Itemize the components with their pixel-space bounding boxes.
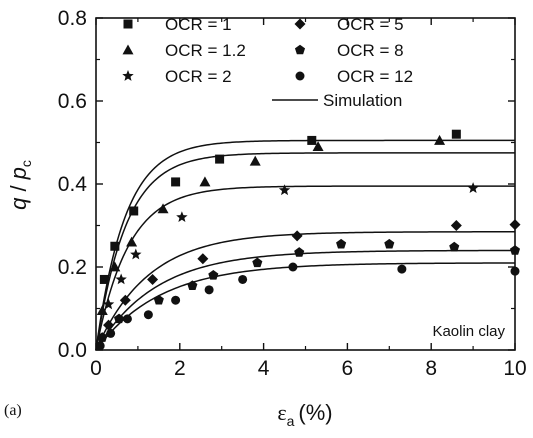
point-ocr-5: [291, 230, 303, 242]
point-ocr-12: [143, 310, 153, 320]
point-ocr-12: [122, 314, 132, 324]
panel-label: (a): [4, 402, 22, 419]
point-ocr-12: [397, 264, 407, 274]
x-axis-label: εa (%): [277, 400, 332, 429]
point-ocr-2: [102, 298, 115, 310]
legend-marker-ocr-2: [122, 70, 134, 81]
point-ocr-12: [95, 341, 105, 351]
x-tick-label: 6: [342, 357, 354, 380]
x-tick-label: 2: [174, 357, 186, 380]
axes: [95, 17, 516, 351]
simulation-curve: [95, 152, 515, 351]
point-ocr-12: [288, 262, 298, 272]
simulation-curve: [95, 262, 516, 351]
point-ocr-1-2: [249, 155, 261, 166]
point-ocr-5: [103, 319, 115, 331]
point-ocr-8: [252, 257, 263, 268]
point-ocr-1-2: [434, 134, 446, 145]
point-ocr-12: [238, 274, 248, 284]
data-points: [95, 129, 521, 351]
point-ocr-1: [451, 129, 461, 139]
point-ocr-2: [115, 273, 127, 285]
simulation-curves: [95, 139, 516, 351]
y-tick-label: 0.0: [58, 339, 87, 362]
point-ocr-1-2: [157, 203, 169, 214]
point-ocr-1: [129, 206, 139, 216]
point-ocr-8: [97, 332, 108, 342]
point-ocr-1-2: [109, 261, 121, 272]
point-ocr-12: [171, 295, 181, 305]
point-ocr-5: [147, 273, 159, 285]
legend-marker-ocr-8: [294, 44, 306, 55]
legend: OCR = 1 OCR = 1.2 OCR = 2 OCR = 5 OCR = 8 OCR…: [122, 15, 413, 110]
legend-marker-ocr-5: [294, 18, 306, 30]
point-ocr-1: [110, 241, 120, 251]
point-ocr-5: [450, 220, 462, 231]
tick-labels: 0 2 4 6 8 10 0.0 0.2 0.4 0.6 0.8: [58, 7, 527, 380]
legend-label-ocr-5: OCR = 5: [337, 15, 404, 34]
point-ocr-8: [336, 238, 347, 249]
point-ocr-8: [153, 294, 164, 305]
point-ocr-2: [176, 211, 188, 223]
point-ocr-1-2: [96, 305, 108, 315]
point-ocr-8: [187, 280, 198, 290]
point-ocr-5: [197, 253, 209, 265]
point-ocr-12: [204, 285, 214, 295]
legend-marker-ocr-1: [123, 19, 133, 29]
legend-label-ocr-12: OCR = 12: [337, 67, 413, 86]
legend-marker-ocr-1-2: [122, 44, 134, 55]
x-tick-label: 0: [90, 357, 102, 380]
y-tick-label: 0.6: [58, 90, 87, 113]
x-tick-label: 8: [425, 357, 437, 380]
annotation-kaolin-clay: Kaolin clay: [432, 323, 505, 340]
point-ocr-1-2: [199, 176, 211, 187]
x-tick-label: 4: [258, 357, 270, 380]
simulation-curve: [95, 231, 516, 351]
point-ocr-12: [106, 328, 116, 338]
simulation-curve: [95, 249, 515, 351]
y-axis-label: q / pc: [6, 160, 34, 210]
point-ocr-1: [171, 177, 181, 187]
y-tick-label: 0.2: [58, 256, 87, 279]
point-ocr-8: [384, 238, 395, 249]
legend-label-ocr-1: OCR = 1: [165, 15, 232, 34]
point-ocr-2: [130, 248, 142, 260]
simulation-curve: [95, 185, 515, 351]
point-ocr-1: [215, 154, 225, 164]
point-ocr-1: [99, 274, 109, 284]
point-ocr-8: [294, 247, 305, 257]
legend-marker-ocr-12: [295, 71, 305, 81]
x-tick-label: 10: [503, 357, 526, 380]
point-ocr-1-2: [312, 141, 324, 152]
legend-label-ocr-8: OCR = 8: [337, 41, 404, 60]
point-ocr-1-2: [126, 236, 138, 247]
point-ocr-2: [278, 184, 291, 196]
legend-label-simulation: Simulation: [323, 91, 402, 110]
point-ocr-2: [467, 182, 479, 193]
point-ocr-8: [114, 313, 125, 324]
point-ocr-5: [119, 294, 131, 306]
legend-label-ocr-1-2: OCR = 1.2: [165, 41, 246, 60]
y-tick-label: 0.8: [58, 7, 87, 30]
y-tick-label: 0.4: [58, 173, 88, 196]
legend-label-ocr-2: OCR = 2: [165, 67, 232, 86]
simulation-curve: [95, 139, 515, 351]
point-ocr-1: [307, 135, 317, 145]
point-ocr-8: [449, 241, 460, 252]
point-ocr-8: [208, 270, 219, 280]
